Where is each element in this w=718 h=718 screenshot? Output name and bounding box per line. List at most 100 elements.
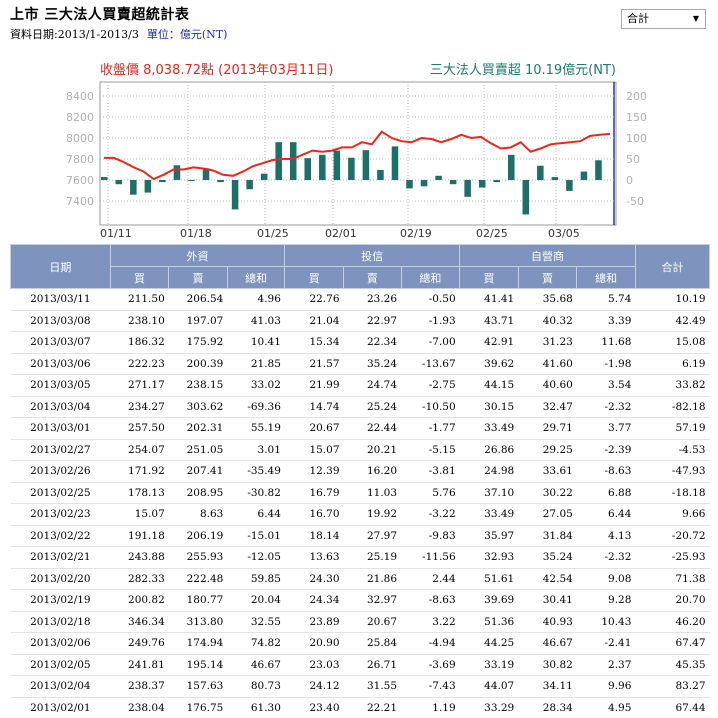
- legend-close-price: 收盤價 8,038.72點 (2013年03月11日): [100, 63, 333, 78]
- value-cell: 9.08: [576, 567, 636, 590]
- value-cell: 24.30: [284, 567, 344, 590]
- value-cell: 32.47: [518, 395, 577, 418]
- value-cell: 6.19: [635, 352, 710, 375]
- value-cell: 30.41: [518, 589, 577, 611]
- col-total: 合計: [634, 244, 711, 289]
- value-cell: -7.00: [401, 331, 460, 353]
- date-cell: 2013/03/04: [10, 395, 111, 418]
- x-tick-label: 02/01: [325, 227, 357, 240]
- value-cell: 33.29: [459, 696, 519, 718]
- value-cell: 207.41: [168, 460, 228, 482]
- date-cell: 2013/02/22: [10, 524, 111, 547]
- net-bar: [159, 180, 166, 183]
- net-bar: [377, 169, 384, 180]
- value-cell: 28.34: [518, 696, 577, 718]
- value-cell: 35.97: [459, 524, 519, 547]
- net-bar: [101, 177, 108, 180]
- value-cell: 26.71: [343, 653, 402, 676]
- right-tick-label: 0: [626, 174, 633, 187]
- net-bar: [275, 142, 282, 180]
- net-bar: [551, 177, 559, 180]
- value-cell: 23.89: [284, 610, 344, 633]
- value-cell: 10.43: [576, 610, 636, 633]
- value-cell: -15.01: [227, 524, 285, 547]
- left-tick-label: 8000: [66, 132, 94, 145]
- net-bar: [144, 180, 152, 193]
- value-cell: 21.57: [284, 352, 344, 375]
- value-cell: 222.23: [110, 352, 169, 375]
- value-cell: 3.77: [576, 417, 636, 439]
- value-cell: 83.27: [635, 675, 710, 697]
- value-cell: 238.37: [110, 675, 169, 697]
- value-cell: 3.01: [227, 438, 285, 461]
- right-tick-label: -50: [626, 195, 644, 208]
- total-select[interactable]: 合計 ▼: [621, 9, 706, 29]
- table-row: 2013/02/19 200.82 180.77 20.04 24.34 32.97 -8.…: [10, 589, 710, 611]
- value-cell: 19.92: [343, 503, 402, 525]
- col-foreign-net: 總和: [226, 266, 286, 289]
- value-cell: -47.93: [635, 460, 710, 482]
- value-cell: 39.62: [459, 352, 519, 375]
- value-cell: 13.63: [284, 546, 344, 568]
- value-cell: 23.03: [284, 653, 344, 676]
- value-cell: 42.54: [518, 567, 577, 590]
- value-cell: 2.37: [576, 653, 636, 676]
- value-cell: 238.15: [168, 374, 228, 396]
- value-cell: -8.63: [401, 589, 460, 611]
- date-cell: 2013/03/07: [10, 331, 111, 353]
- date-cell: 2013/02/23: [10, 503, 111, 525]
- right-tick-label: 100: [626, 132, 647, 145]
- net-bar: [566, 180, 573, 191]
- value-cell: 3.22: [401, 610, 460, 633]
- date-cell: 2013/02/21: [10, 546, 111, 568]
- table-row: 2013/02/05 241.81 195.14 46.67 23.03 26.71 -3.…: [10, 653, 710, 676]
- legend-net-buy: 三大法人買賣超 10.19億元(NT): [430, 62, 616, 78]
- table-row: 2013/03/06 222.23 200.39 21.85 21.57 35.24 -13…: [10, 352, 710, 375]
- value-cell: 40.93: [518, 610, 577, 633]
- value-cell: -12.05: [227, 546, 285, 568]
- value-cell: 22.44: [343, 417, 402, 439]
- net-bar: [173, 165, 181, 180]
- col-trust-net: 總和: [400, 266, 461, 289]
- value-cell: 29.25: [518, 438, 577, 461]
- net-bar: [420, 180, 428, 187]
- date-cell: 2013/02/05: [10, 653, 111, 676]
- value-cell: 18.14: [284, 524, 344, 547]
- value-cell: 206.54: [168, 288, 228, 310]
- net-bar: [435, 175, 442, 180]
- table-row: 2013/02/06 249.76 174.94 74.82 20.90 25.84 -4.…: [10, 632, 710, 654]
- value-cell: -25.93: [635, 546, 710, 568]
- table-row: 2013/02/20 282.33 222.48 59.85 24.30 21.86 2.4…: [10, 567, 710, 590]
- table-row: 2013/03/07 186.32 175.92 10.41 15.34 22.34 -7.…: [10, 331, 710, 353]
- value-cell: 16.20: [343, 460, 402, 482]
- value-cell: 180.77: [168, 589, 228, 611]
- value-cell: 15.07: [110, 503, 169, 525]
- value-cell: 9.28: [576, 589, 636, 611]
- value-cell: 37.10: [459, 481, 519, 504]
- value-cell: 33.61: [518, 460, 577, 482]
- table-row: 2013/02/25 178.13 208.95 -30.82 16.79 11.03 5.…: [10, 481, 710, 504]
- value-cell: 21.86: [343, 567, 402, 590]
- col-foreign-buy: 買: [109, 266, 170, 289]
- col-dealer-buy: 買: [459, 266, 519, 289]
- value-cell: 3.39: [576, 309, 636, 332]
- right-tick-label: 50: [626, 153, 640, 166]
- value-cell: 208.95: [168, 481, 228, 504]
- table-row: 2013/02/18 346.34 313.80 32.55 23.89 20.67 3.2…: [10, 610, 710, 633]
- date-cell: 2013/03/06: [10, 352, 111, 375]
- value-cell: 26.86: [459, 438, 519, 461]
- table-row: 2013/02/04 238.37 157.63 80.73 24.12 31.55 -7.…: [10, 675, 710, 697]
- value-cell: 1.19: [401, 696, 460, 718]
- value-cell: -10.50: [401, 395, 460, 418]
- net-bar: [362, 150, 370, 180]
- value-cell: 32.55: [227, 610, 285, 633]
- net-bar: [522, 180, 530, 215]
- value-cell: 10.19: [635, 288, 710, 310]
- value-cell: 46.67: [518, 632, 577, 654]
- date-cell: 2013/03/01: [10, 417, 111, 439]
- value-cell: 2.44: [401, 567, 460, 590]
- value-cell: 59.85: [227, 567, 285, 590]
- value-cell: 21.04: [284, 309, 344, 332]
- table-row: 2013/02/26 171.92 207.41 -35.49 12.39 16.20 -3…: [10, 460, 710, 482]
- value-cell: -2.32: [576, 546, 636, 568]
